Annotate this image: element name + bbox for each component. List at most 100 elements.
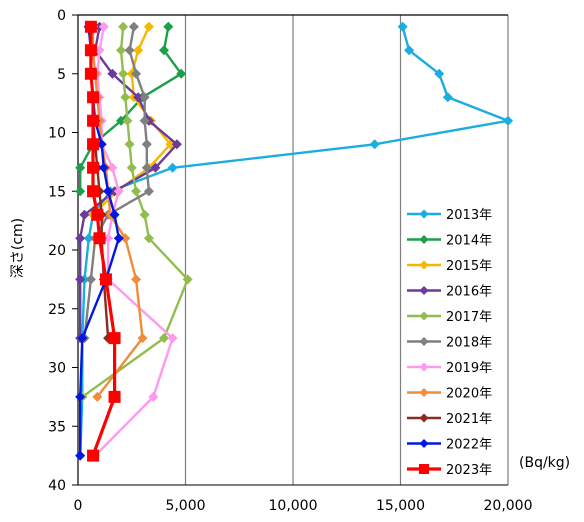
data-point	[159, 333, 169, 344]
data-point	[87, 91, 100, 104]
y-tick-label: 40	[48, 478, 66, 494]
legend-label: 2021年	[446, 412, 492, 427]
data-point	[137, 333, 148, 344]
legend-swatch-marker	[419, 235, 429, 244]
legend-item: 2013年	[407, 208, 492, 223]
data-point	[79, 209, 90, 220]
data-point	[182, 274, 193, 285]
y-tick-label: 5	[57, 67, 66, 83]
data-point	[118, 21, 129, 32]
data-point	[434, 68, 445, 79]
data-point	[141, 139, 152, 150]
data-point	[163, 21, 174, 32]
data-point	[75, 186, 86, 197]
data-point	[116, 115, 126, 126]
legend-label: 2013年	[446, 208, 492, 223]
data-point	[503, 115, 513, 126]
data-point	[84, 67, 97, 80]
legend-label: 2014年	[446, 234, 492, 249]
data-point	[116, 45, 126, 56]
data-point	[131, 186, 142, 197]
series-line	[78, 26, 179, 339]
data-point	[113, 233, 124, 244]
data-point	[108, 332, 121, 345]
data-point	[404, 45, 415, 56]
x-tick-label: 0	[74, 498, 83, 514]
y-tick-label: 20	[48, 243, 66, 259]
data-point	[159, 45, 169, 56]
data-point	[167, 162, 178, 173]
legend-label: 2020年	[446, 387, 492, 402]
data-point	[87, 449, 100, 462]
y-tick-label: 30	[48, 361, 66, 377]
legend-swatch-marker	[419, 311, 429, 321]
legend-swatch-marker	[419, 413, 429, 423]
data-point	[148, 391, 159, 402]
data-point	[96, 139, 107, 150]
data-point	[118, 68, 129, 79]
data-point	[92, 391, 103, 402]
legend-label: 2019年	[446, 361, 492, 376]
data-point	[143, 21, 154, 32]
data-point	[122, 115, 133, 126]
legend-item: 2020年	[407, 387, 492, 402]
data-point	[98, 162, 109, 173]
y-tick-label: 10	[48, 126, 66, 142]
axis-layer: 0 5 10 15 20 25 30 35 40 0 5,000 10,000 15,000 20,000	[48, 8, 532, 514]
unit-label: (Bq/kg)	[519, 455, 570, 471]
legend-item: 2018年	[407, 336, 492, 351]
data-point	[84, 20, 97, 33]
series-layer	[75, 20, 513, 462]
data-point	[150, 162, 161, 173]
data-point	[83, 233, 94, 244]
data-point	[124, 45, 135, 56]
legend-label: 2022年	[446, 438, 492, 453]
data-point	[131, 68, 142, 79]
legend-label: 2017年	[446, 310, 492, 325]
data-point	[84, 44, 97, 57]
legend-label: 2023年	[446, 463, 492, 478]
data-point	[87, 185, 100, 198]
data-point	[75, 233, 86, 244]
data-point	[77, 333, 88, 344]
data-point	[87, 161, 100, 174]
legend-label: 2018年	[446, 336, 492, 351]
legend-swatch-marker	[419, 337, 429, 346]
x-tick-label: 5,000	[165, 498, 205, 514]
legend-item: 2015年	[407, 259, 492, 274]
legend-item: 2016年	[407, 285, 492, 300]
legend-item: 2019年	[407, 361, 492, 376]
data-point	[87, 114, 100, 127]
legend-swatch-marker	[419, 362, 429, 372]
data-point	[113, 186, 124, 197]
data-point	[128, 21, 139, 32]
data-point	[133, 45, 144, 56]
data-point	[139, 92, 150, 103]
y-tick-label: 15	[48, 184, 66, 200]
legend-item: 2021年	[407, 412, 492, 427]
legend: 2013年 2014年 2015年 2016年 2017年 2018年 2019年 2020年…	[407, 208, 492, 478]
legend-item: 2022年	[407, 438, 492, 453]
y-tick-label: 35	[48, 419, 66, 435]
legend-label: 2015年	[446, 259, 492, 274]
data-point	[107, 68, 118, 79]
legend-item: 2023年	[407, 463, 492, 478]
data-point	[133, 92, 144, 103]
data-point	[107, 162, 118, 173]
legend-swatch-marker	[419, 464, 429, 474]
data-point	[108, 390, 121, 403]
legend-label: 2016年	[446, 285, 492, 300]
data-point	[167, 333, 178, 344]
series-2023年	[84, 20, 121, 462]
series-line	[79, 26, 510, 456]
y-axis-title: 深さ(cm)	[10, 218, 26, 278]
data-point	[369, 139, 380, 150]
y-tick-label: 0	[57, 8, 66, 24]
data-point	[75, 450, 86, 461]
legend-swatch-marker	[419, 388, 429, 397]
y-tick-label: 25	[48, 302, 66, 318]
data-point	[120, 92, 131, 103]
data-point	[143, 233, 154, 244]
data-point	[87, 138, 100, 151]
